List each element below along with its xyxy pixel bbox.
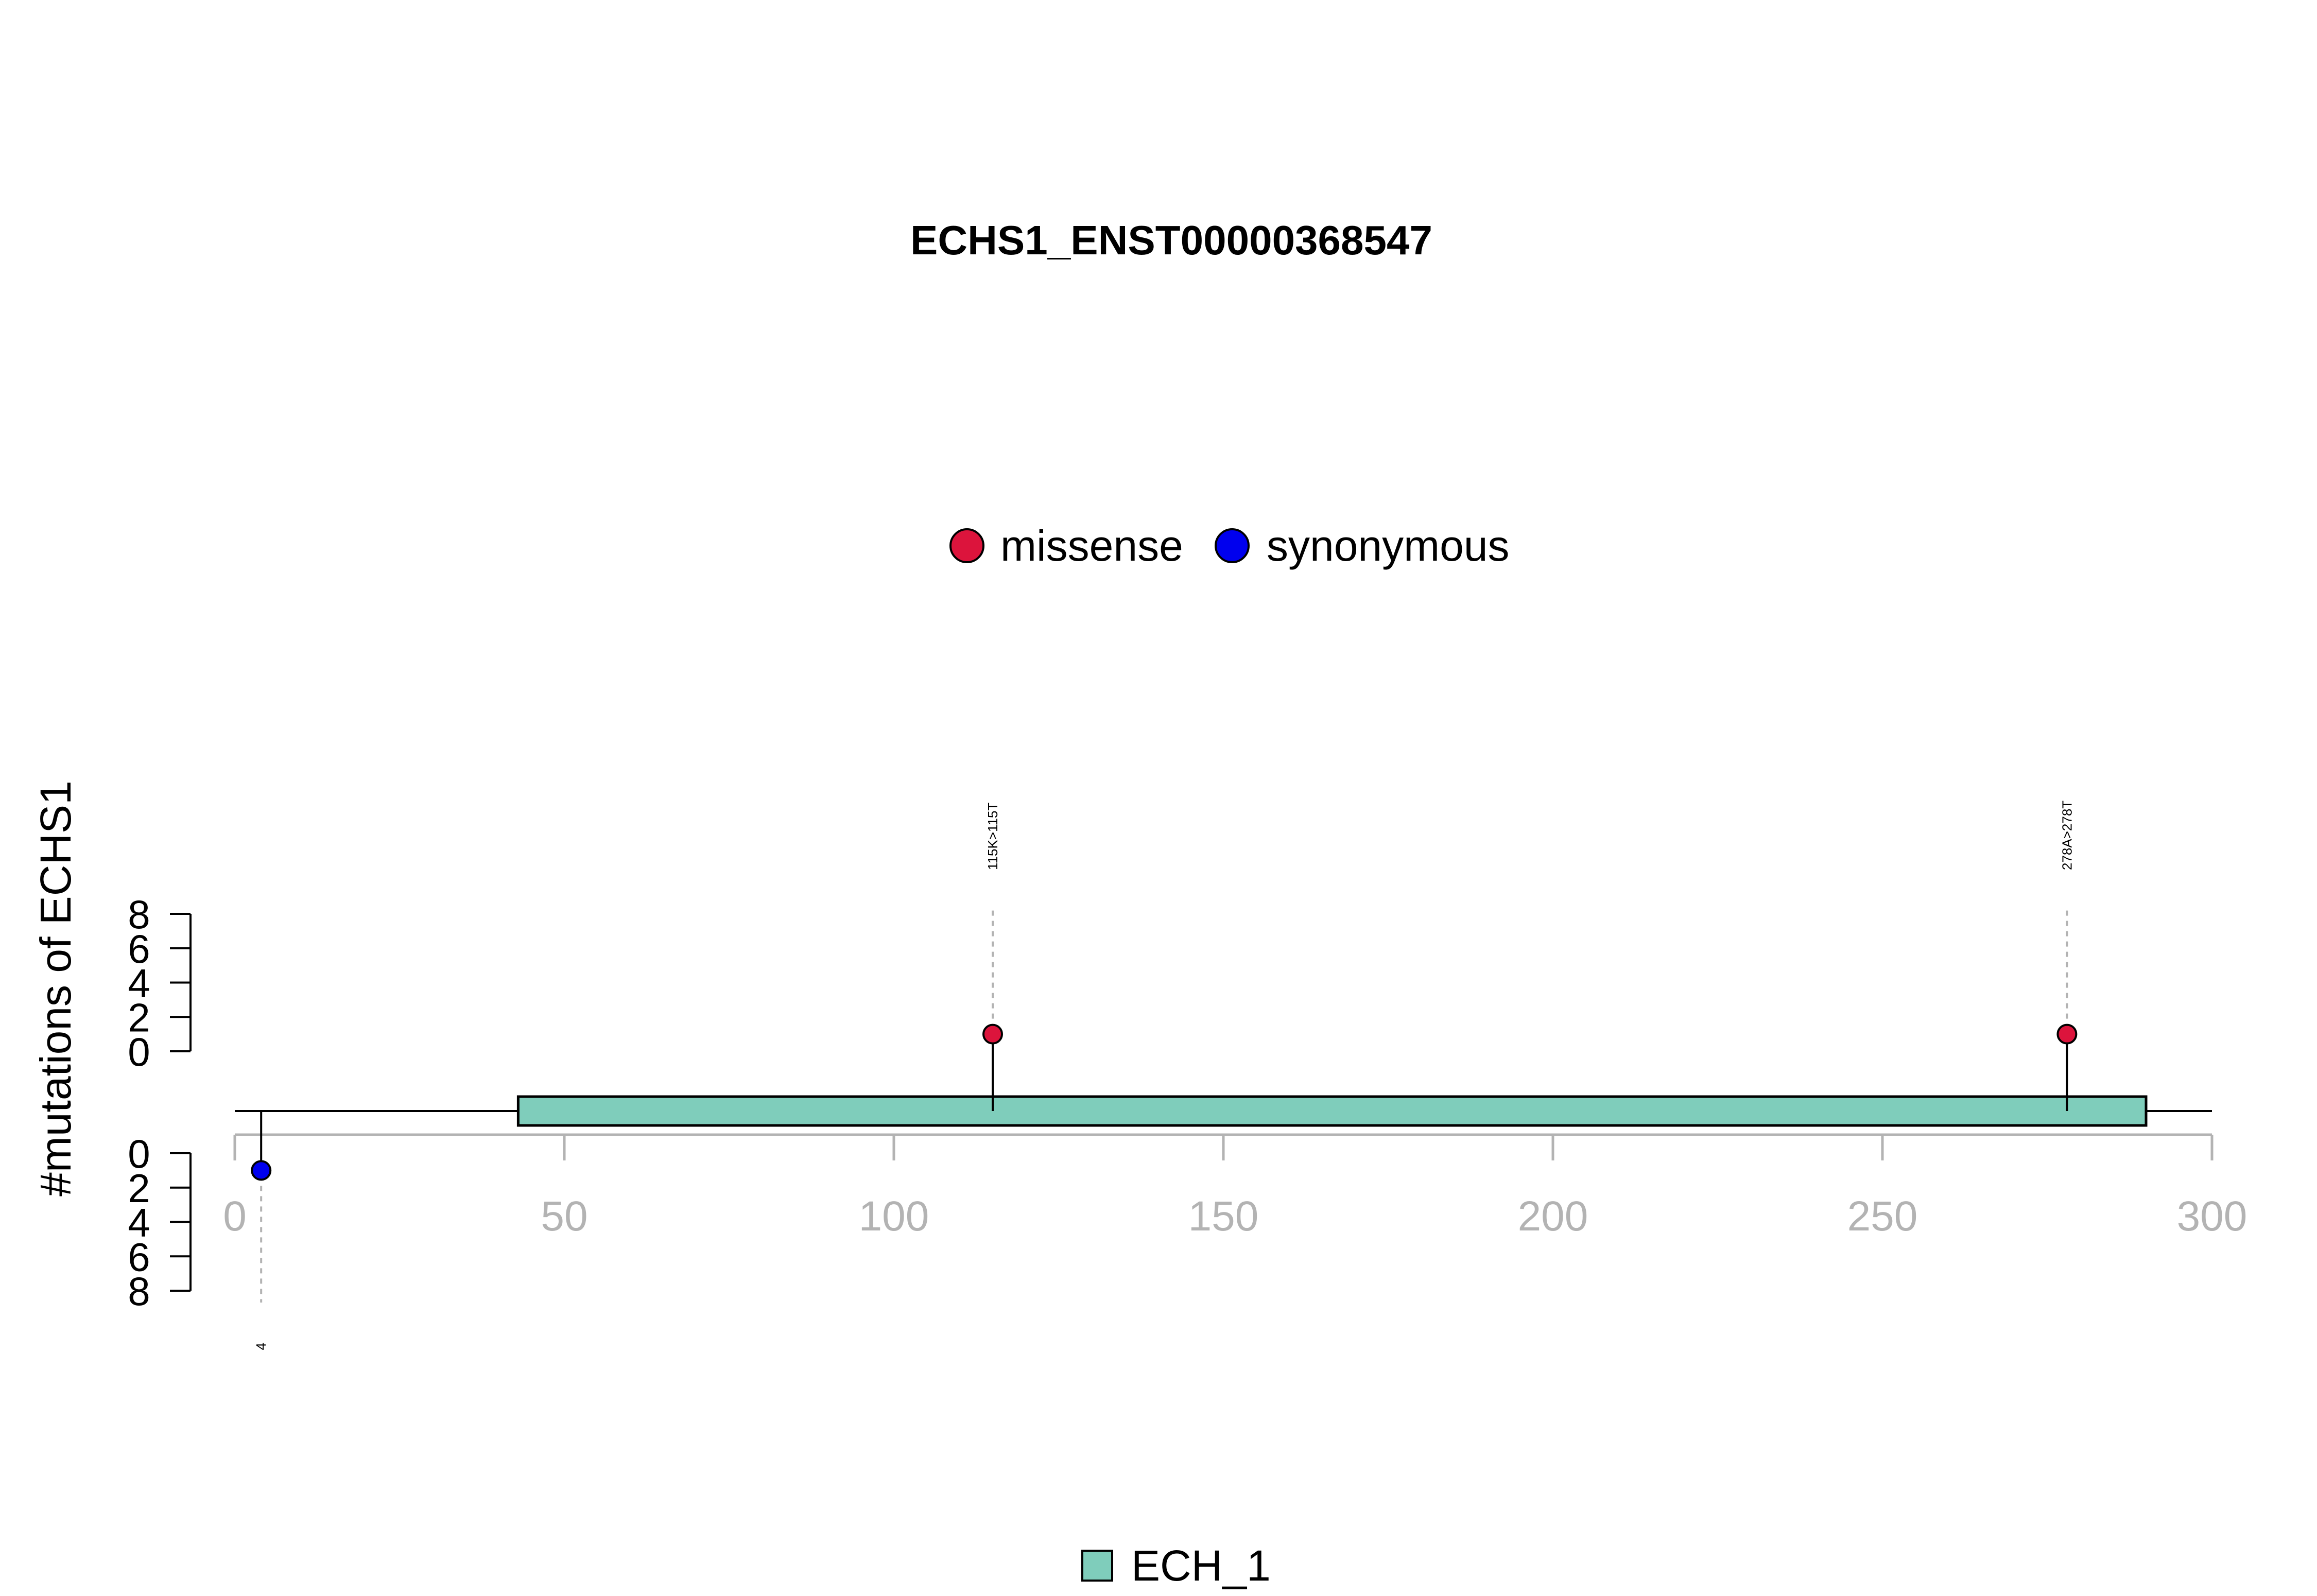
lollipop-head-missense <box>982 1023 1003 1045</box>
mutation-label: 115K>115T <box>985 803 1000 870</box>
y-upper-tick-label: 6 <box>128 926 150 972</box>
x-tick-label: 100 <box>859 1193 929 1240</box>
legend-ech1-swatch <box>1081 1550 1113 1582</box>
y-upper-tick-label: 2 <box>128 995 150 1040</box>
x-tick-label: 0 <box>223 1193 247 1240</box>
y-upper-tick-label: 0 <box>128 1029 150 1074</box>
lollipop-head-synonymous <box>251 1160 272 1181</box>
y-lower-tick-label: 8 <box>128 1269 150 1314</box>
y-lower-tick-label: 6 <box>128 1234 150 1279</box>
domain-ech-1 <box>516 1095 2148 1127</box>
chart-title: ECHS1_ENST00000368547 <box>910 217 1432 263</box>
mutation-label: 4 <box>253 1343 269 1350</box>
lollipop-head-missense <box>2056 1023 2078 1045</box>
y-lower-tick-label: 4 <box>128 1200 150 1245</box>
x-tick-label: 150 <box>1188 1193 1259 1240</box>
mutation-type-legend: missense synonymous <box>949 522 1510 570</box>
x-tick-label: 50 <box>541 1193 587 1240</box>
y-upper-tick-label: 4 <box>128 961 150 1006</box>
legend-synonymous-label: synonymous <box>1267 522 1510 570</box>
y-axis-label: #mutations of ECHS1 <box>31 780 80 1196</box>
legend-synonymous-swatch <box>1215 528 1250 563</box>
legend-ech1-label: ECH_1 <box>1131 1541 1271 1590</box>
protein-backbone-layer <box>235 1095 2212 1127</box>
domain-legend: ECH_1 <box>1081 1541 1271 1590</box>
x-axis: 0 50 100 150 200 250 300 <box>223 1133 2247 1240</box>
mutation-lollipops: 115K>115T 278A>278T 4 <box>251 801 2078 1350</box>
legend-missense-label: missense <box>1000 522 1183 570</box>
y-lower-tick-label: 0 <box>128 1131 150 1176</box>
x-tick-label: 250 <box>1847 1193 1918 1240</box>
y-upper-tick-label: 8 <box>128 892 150 937</box>
x-tick-label: 200 <box>1518 1193 1588 1240</box>
legend-missense-swatch <box>949 528 984 563</box>
mutation-label: 278A>278T <box>2059 801 2074 870</box>
y-lower-tick-label: 2 <box>128 1166 150 1211</box>
x-tick-label: 300 <box>2177 1193 2247 1240</box>
